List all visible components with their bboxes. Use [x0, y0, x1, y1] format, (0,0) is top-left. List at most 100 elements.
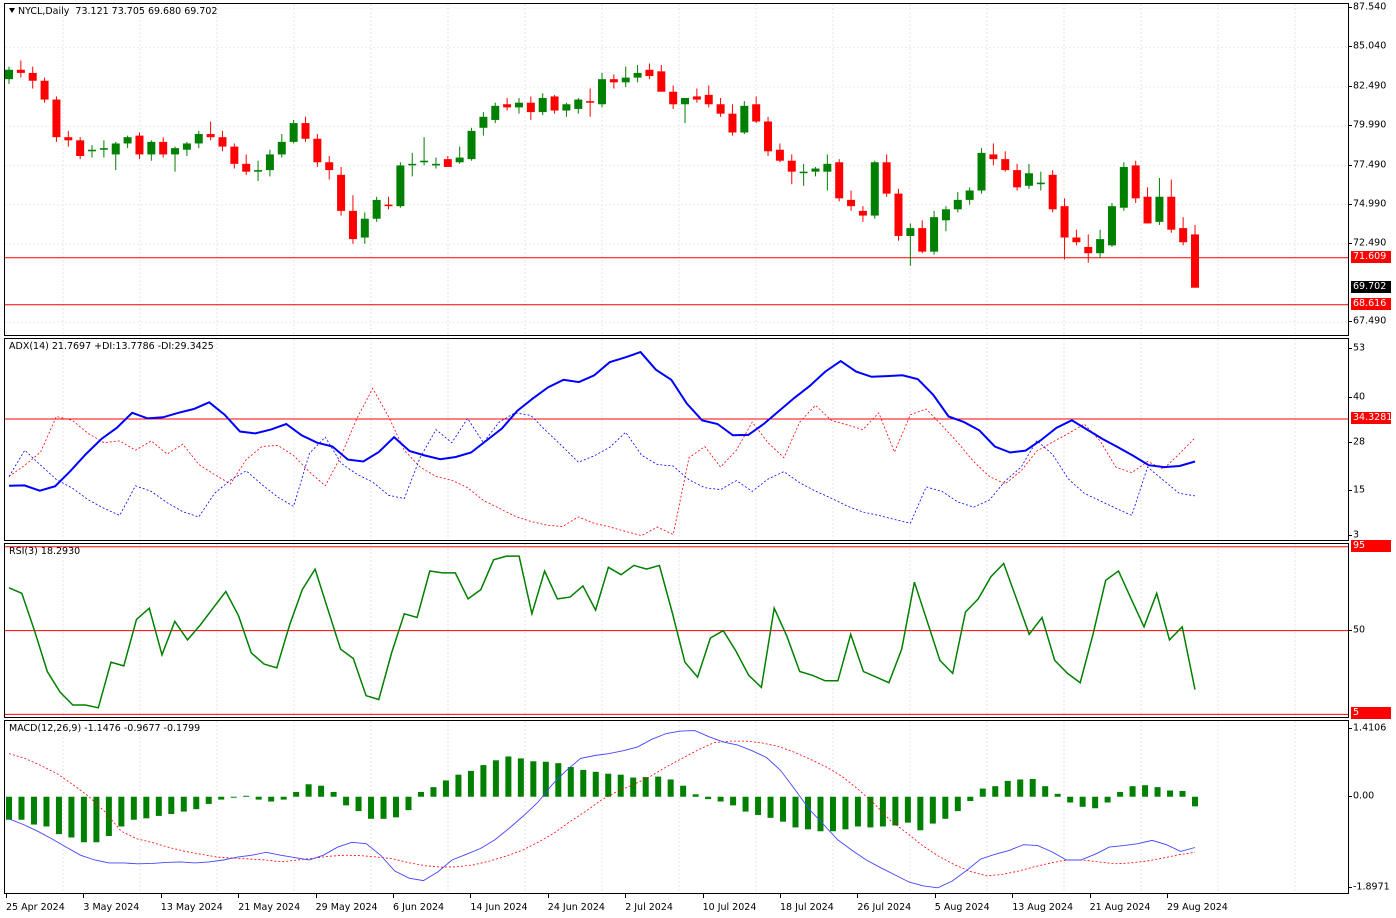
macd-histogram-bar [780, 796, 787, 822]
axis-tick [1349, 125, 1352, 127]
rsi-pane[interactable]: RSI(3) 18.2930 [4, 543, 1349, 718]
candle-body [1107, 206, 1116, 246]
axis-tick [1349, 46, 1352, 48]
macd-histogram-bar [929, 796, 936, 824]
rsi-oversold-box: 5 [1351, 707, 1391, 720]
price-chart-pane[interactable]: NYCL,Daily 73.121 73.705 69.680 69.702 [4, 3, 1349, 336]
time-axis-label: 3 May 2024 [83, 902, 140, 913]
macd-histogram-bar [1117, 791, 1124, 797]
macd-histogram-bar [55, 796, 62, 835]
axis-tick [1349, 242, 1352, 244]
adx-title: ADX(14) 21.7697 +DI:13.7786 -DI:29.3425 [9, 341, 214, 352]
macd-histogram-bar [380, 796, 387, 819]
candle-body [99, 148, 108, 150]
macd-histogram-bar [243, 795, 250, 797]
macd-axis[interactable]: 1.4106 0.00 -1.8971 [1349, 720, 1396, 894]
adx-axis-label: 53 [1353, 342, 1366, 354]
candle-body [1072, 237, 1081, 243]
lower-level-price-box: 68.616 [1351, 297, 1391, 310]
macd-histogram-bar [330, 791, 337, 797]
current-price-box: 69.702 [1351, 280, 1391, 293]
candle-body [325, 162, 334, 171]
candle-body [894, 193, 903, 236]
candle-body [111, 143, 120, 155]
price-axis-label: 77.490 [1353, 159, 1387, 171]
candle-body [669, 91, 678, 105]
macd-histogram-bar [755, 796, 762, 815]
candle-body [135, 135, 144, 155]
axis-tick [1349, 396, 1352, 398]
candle-body [455, 157, 464, 163]
candle-body [704, 94, 713, 105]
candle-body [1048, 174, 1057, 210]
candle-body [740, 105, 749, 133]
candle-body [289, 123, 298, 142]
candle-body [372, 199, 381, 219]
candle-body [5, 69, 13, 80]
macd-histogram-bar [1042, 786, 1049, 797]
candle-body [681, 97, 690, 105]
candle-body [206, 134, 215, 138]
macd-histogram-bar [804, 796, 811, 830]
macd-histogram-bar [30, 796, 37, 825]
macd-histogram-bar [480, 765, 487, 797]
macd-histogram-bar [655, 776, 662, 797]
time-axis-label: 24 Jun 2024 [547, 902, 605, 913]
candle-body [503, 104, 512, 108]
candle-body [562, 104, 571, 111]
time-axis-label: 14 Jun 2024 [470, 902, 528, 913]
candle-body [396, 165, 405, 207]
candle-body [384, 204, 393, 207]
macd-histogram-bar [717, 796, 724, 802]
time-axis-tick [857, 894, 859, 898]
candle-body [467, 130, 476, 160]
axis-tick [1349, 164, 1352, 166]
time-axis-tick [6, 894, 7, 898]
macd-histogram-bar [742, 796, 749, 812]
candle-body [88, 149, 97, 152]
price-candles [5, 4, 1348, 335]
plus-di-line [8, 412, 1196, 524]
candle-body [348, 210, 357, 240]
axis-tick [1349, 321, 1352, 323]
adx-axis-label: 15 [1353, 484, 1366, 496]
candle-body [194, 134, 203, 144]
macd-histogram-bar [230, 796, 237, 798]
rsi-line [8, 555, 1196, 709]
candle-body [858, 210, 867, 216]
time-axis-tick [238, 894, 240, 898]
candle-body [301, 123, 310, 139]
time-axis-tick [780, 894, 781, 898]
adx-pane[interactable]: ADX(14) 21.7697 +DI:13.7786 -DI:29.3425 [4, 338, 1349, 541]
time-axis-tick [625, 894, 627, 898]
adx-axis-label: 28 [1353, 436, 1366, 448]
macd-histogram-bar [455, 774, 462, 797]
macd-histogram-bar [829, 796, 836, 832]
macd-pane[interactable]: MACD(12,26,9) -1.1476 -0.9677 -0.1799 [4, 720, 1349, 894]
price-axis[interactable]: 87.540 85.040 82.490 79.990 77.490 74.990 72.4… [1349, 2, 1396, 336]
rsi-axis[interactable]: 50 95 5 [1349, 539, 1396, 720]
candle-body [989, 154, 998, 160]
macd-histogram-bar [1092, 796, 1099, 809]
macd-histogram-bar [542, 761, 549, 797]
axis-tick [1349, 348, 1352, 350]
rsi-plot [5, 544, 1348, 717]
candle-body [716, 104, 725, 114]
time-axis[interactable]: 25 Apr 2024 3 May 2024 13 May 2024 21 May 2… [4, 894, 1349, 918]
candle-body [443, 159, 452, 167]
time-axis-label: 13 May 2024 [160, 902, 223, 913]
macd-histogram-bar [268, 796, 275, 802]
candle-body [242, 163, 251, 172]
time-axis-label: 29 Aug 2024 [1167, 902, 1228, 913]
axis-tick [1349, 203, 1352, 205]
candle-body [752, 104, 761, 122]
macd-histogram-bar [467, 770, 474, 797]
candle-body [265, 154, 274, 171]
macd-signal-line [8, 740, 1196, 877]
time-axis-tick [1089, 894, 1091, 898]
candle-body [918, 228, 927, 252]
candle-body [728, 113, 737, 133]
macd-histogram-bar [854, 796, 861, 827]
adx-axis[interactable]: 53 40 28 15 3 34.3281 [1349, 338, 1396, 541]
candle-body [811, 168, 820, 172]
